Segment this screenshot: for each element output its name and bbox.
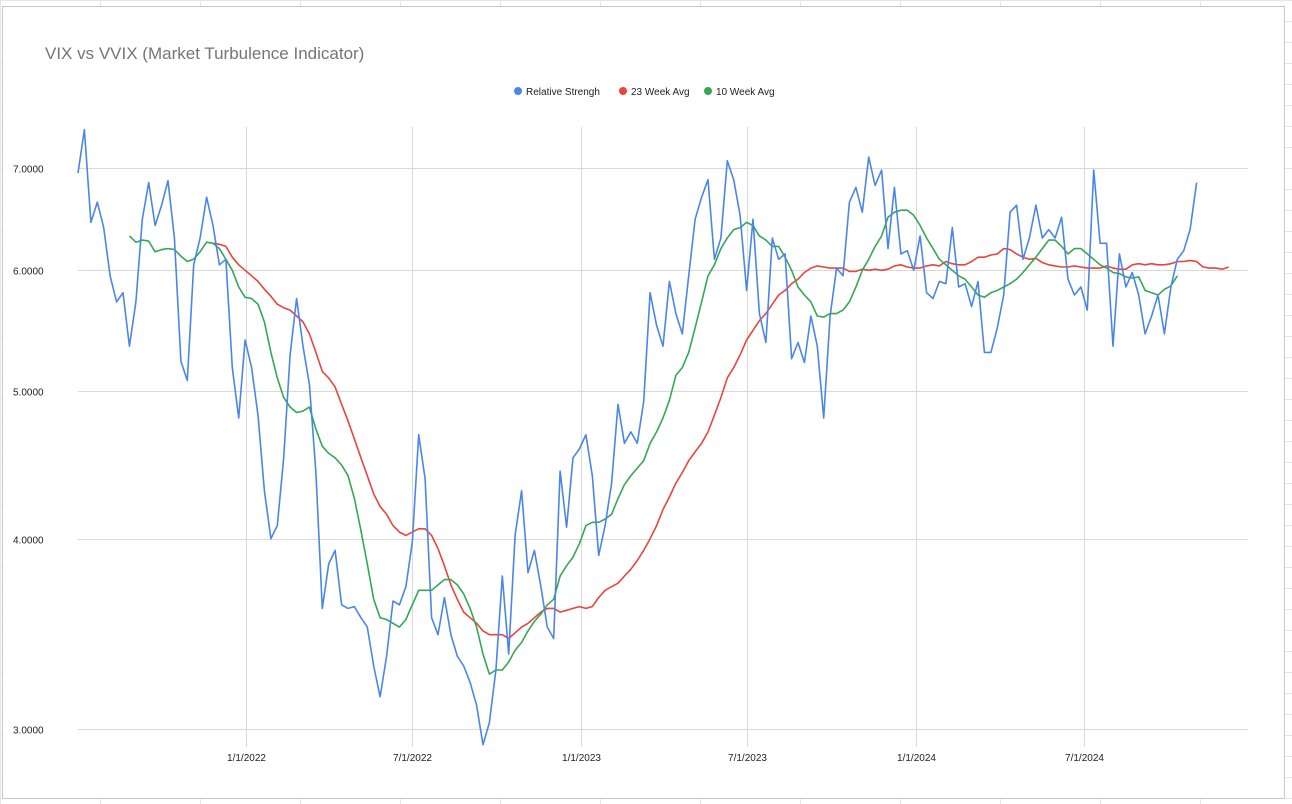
line-chart: VIX vs VVIX (Market Turbulence Indicator… (13, 44, 1248, 764)
x-axis-labels: 1/1/2022 7/1/2022 1/1/2023 7/1/2023 1/1/2024… (227, 753, 1104, 764)
y-tick-label: 6.0000 (13, 267, 44, 278)
legend-label-2: 10 Week Avg (716, 87, 775, 98)
legend-item-1: 23 Week Avg (619, 87, 690, 98)
series-line-0 (77, 128, 1198, 746)
legend-swatch-1 (619, 87, 627, 95)
y-tick-label: 3.0000 (13, 726, 44, 737)
x-tick-label: 1/1/2024 (897, 753, 936, 764)
legend-swatch-2 (704, 87, 712, 95)
chart-container[interactable]: VIX vs VVIX (Market Turbulence Indicator… (2, 6, 1285, 799)
legend-item-2: 10 Week Avg (704, 87, 775, 98)
legend-swatch-0 (514, 87, 522, 95)
x-tick-label: 7/1/2023 (728, 753, 767, 764)
legend: Relative Strengh 23 Week Avg 10 Week Avg (514, 87, 775, 98)
y-tick-label: 7.0000 (13, 165, 44, 176)
gridlines (78, 127, 1248, 747)
legend-label-0: Relative Strengh (526, 87, 600, 98)
series-line-2 (128, 209, 1178, 675)
x-tick-label: 1/1/2022 (227, 753, 266, 764)
y-axis-labels: 3.0000 4.0000 5.0000 6.0000 7.0000 (13, 165, 44, 737)
y-tick-label: 5.0000 (13, 388, 44, 399)
legend-item-0: Relative Strengh (514, 87, 600, 98)
x-tick-label: 7/1/2022 (393, 753, 432, 764)
legend-label-1: 23 Week Avg (631, 87, 690, 98)
x-tick-label: 7/1/2024 (1065, 753, 1104, 764)
chart-title: VIX vs VVIX (Market Turbulence Indicator… (45, 44, 364, 63)
x-tick-label: 1/1/2023 (562, 753, 601, 764)
y-tick-label: 4.0000 (13, 536, 44, 547)
series-line-1 (212, 242, 1229, 640)
series-layer (77, 128, 1229, 746)
